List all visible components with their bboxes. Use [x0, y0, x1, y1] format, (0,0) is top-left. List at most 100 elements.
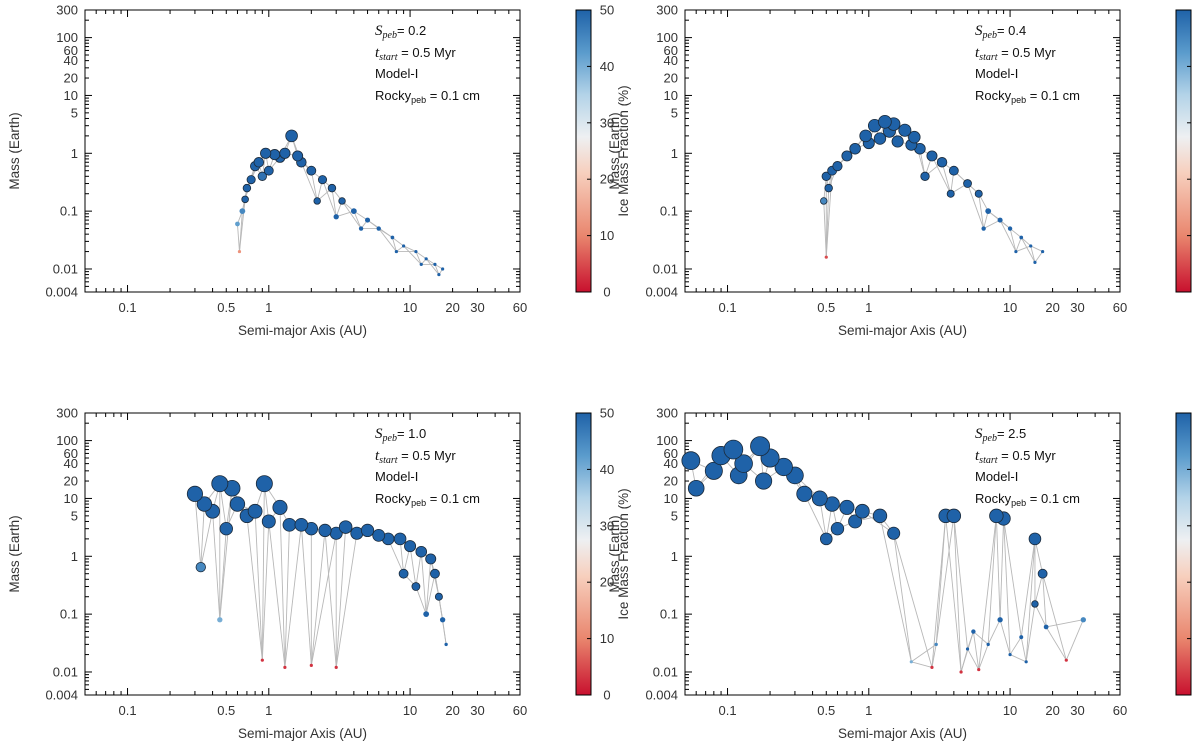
panel-bottom-right: 0.1 0.5 1 10 20 30 600.0040.010.11510204060100…	[607, 406, 1200, 742]
planet-point	[263, 165, 274, 176]
y-tick-label: 20	[64, 474, 78, 489]
annotation-tstart: tstart = 0.5 Myr	[975, 448, 1056, 466]
trajectory-line	[254, 511, 263, 661]
x-tick-label: 30	[470, 703, 484, 718]
planet-point	[948, 165, 959, 176]
planet-point	[317, 175, 328, 185]
trajectory-line	[219, 488, 233, 620]
trajectory-line	[931, 155, 952, 194]
trajectory-line	[1065, 619, 1084, 661]
planet-points	[186, 475, 448, 670]
y-tick-label: 1	[671, 549, 678, 564]
annotation-rocky: Rockypeb = 0.1 cm	[375, 491, 480, 508]
planet-point	[824, 183, 833, 193]
planet-point	[1031, 600, 1039, 608]
trajectory-line	[911, 661, 933, 668]
trajectory-line	[1042, 573, 1067, 661]
trajectory-line	[1015, 237, 1022, 252]
trajectory-line	[310, 530, 326, 666]
trajectory-line	[415, 251, 422, 265]
y-tick-label: 20	[64, 71, 78, 86]
planet-point	[820, 197, 828, 205]
planet-point	[1037, 568, 1048, 579]
trajectory-line	[1025, 603, 1036, 662]
annotation-speb: Speb= 2.5	[975, 426, 1026, 444]
x-tick-label: 1	[865, 300, 872, 315]
trajectory-line	[973, 631, 989, 645]
trajectory-line	[237, 223, 240, 252]
planet-point	[253, 157, 265, 168]
colorbar-tick-label: 40	[600, 462, 614, 477]
x-tick-label: 30	[1070, 703, 1084, 718]
planet-point	[926, 150, 938, 162]
planet-point	[272, 499, 288, 515]
annotation-block: Speb= 1.0 tstart = 0.5 Myr Model-I Rockypeb…	[375, 426, 480, 508]
planet-point	[824, 255, 828, 259]
annotation-tstart: tstart = 0.5 Myr	[375, 448, 456, 466]
x-tick-label: 20	[1045, 703, 1059, 718]
planet-point	[1019, 635, 1024, 640]
x-tick-label: 0.5	[217, 703, 235, 718]
y-tick-label: 1	[671, 146, 678, 161]
trajectory-line	[194, 493, 202, 568]
colorbar-gradient	[575, 412, 592, 696]
planet-point	[734, 454, 753, 473]
planet-point	[434, 592, 443, 601]
x-tick-label: 10	[1003, 703, 1017, 718]
trajectory-line	[1034, 573, 1044, 605]
x-axis-label: Semi-major Axis (AU)	[838, 323, 967, 338]
planet-point	[425, 553, 437, 565]
x-tick-label: 0.5	[217, 300, 235, 315]
x-tick-label: 0.1	[718, 300, 736, 315]
planet-point	[887, 526, 901, 540]
trajectory-line	[442, 619, 447, 645]
planet-point	[849, 142, 861, 155]
trajectory-line	[1042, 573, 1047, 627]
trajectory-line	[983, 219, 1001, 229]
trajectory-line	[420, 551, 427, 615]
planet-point	[1080, 617, 1086, 623]
trajectory-line	[310, 533, 337, 666]
trajectory-line	[935, 515, 947, 645]
trajectory-line	[391, 237, 397, 252]
planet-point	[946, 508, 962, 524]
planet-point	[283, 665, 287, 670]
trajectory-line	[879, 515, 912, 662]
planet-point	[891, 135, 904, 148]
planet-point	[965, 647, 970, 651]
planet-point	[419, 262, 423, 267]
planet-point	[390, 235, 395, 240]
planet-point	[444, 642, 448, 647]
y-tick-label: 0.1	[660, 607, 678, 622]
y-tick-label: 0.01	[653, 261, 678, 276]
planet-point	[873, 132, 887, 145]
trajectory-line	[341, 200, 362, 229]
trajectory-line	[1020, 637, 1027, 662]
trajectory-line	[300, 162, 318, 202]
trajectory-line	[425, 573, 436, 615]
colorbar-tick-label: 20	[600, 575, 614, 590]
planet-points	[235, 129, 445, 277]
planet-point	[1024, 660, 1028, 664]
trajectory-line	[409, 546, 417, 587]
planet-point	[723, 439, 744, 460]
planet-point	[997, 217, 1003, 223]
trajectory-line	[999, 619, 1011, 655]
x-tick-label: 1	[865, 703, 872, 718]
trajectory-line	[353, 210, 362, 229]
colorbar-tick-label: 10	[600, 631, 614, 646]
planet-point	[1014, 249, 1018, 254]
trajectory-line	[945, 515, 962, 673]
y-tick-label: 0.1	[660, 204, 678, 219]
trajectory-line	[336, 210, 354, 218]
x-tick-label: 1	[265, 300, 272, 315]
planet-point	[246, 175, 256, 185]
planet-point	[909, 660, 913, 664]
annotation-model: Model-I	[375, 66, 418, 81]
planet-point	[257, 171, 268, 181]
planet-point	[433, 262, 437, 267]
trajectory-line	[403, 245, 417, 252]
planet-point	[318, 523, 332, 538]
